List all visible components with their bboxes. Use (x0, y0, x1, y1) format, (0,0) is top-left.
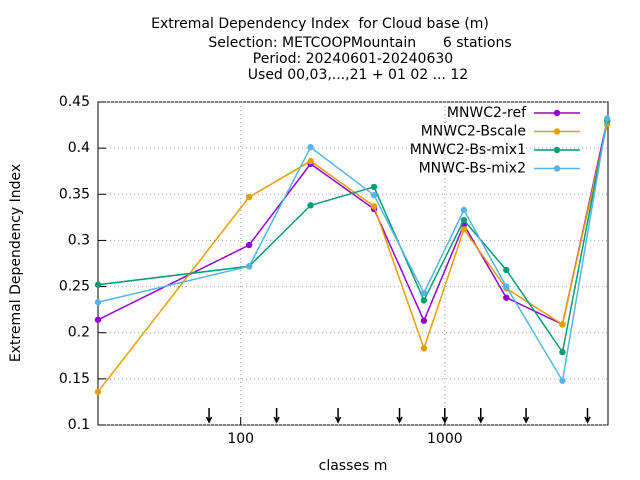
y-tick-label: 0.1 (68, 417, 90, 433)
class-marker (584, 408, 591, 424)
x-axis-label: classes m (319, 458, 388, 474)
legend-label: MNWC2-ref (447, 105, 527, 121)
series-line (97, 120, 608, 355)
y-tick-label: 0.3 (68, 232, 90, 248)
data-point (420, 297, 428, 304)
y-tick-label: 0.25 (59, 279, 90, 295)
class-marker (477, 408, 484, 424)
data-point (245, 193, 253, 201)
data-point (94, 316, 102, 323)
legend-label: MNWC2-Bscale (421, 124, 526, 140)
x-tick-label: 1000 (427, 431, 463, 447)
class-marker (522, 408, 530, 424)
class-marker (273, 408, 280, 424)
data-point (420, 289, 428, 297)
data-point (559, 348, 566, 356)
y-tick-label: 0.35 (59, 186, 90, 202)
data-point (245, 263, 253, 270)
class-marker (205, 408, 213, 424)
class-marker (441, 408, 448, 424)
data-point (94, 388, 102, 395)
class-marker (396, 408, 403, 424)
data-point (307, 157, 314, 165)
y-tick-label: 0.2 (68, 325, 90, 341)
data-point (559, 321, 566, 328)
legend-label: MNWC2-Bs-mix1 (410, 142, 526, 158)
chart-title: Extremal Dependency Index for Cloud base… (151, 16, 489, 32)
y-tick-label: 0.45 (59, 94, 90, 110)
plot-frame (97, 101, 609, 426)
data-point (370, 203, 378, 210)
legend-label: MNWC-Bs-mix2 (419, 161, 526, 177)
y-tick-label: 0.4 (68, 140, 90, 156)
data-point (94, 299, 102, 306)
legend-swatch (553, 109, 561, 117)
data-point (460, 206, 468, 214)
x-tick-label: 100 (227, 431, 254, 447)
y-tick-label: 0.15 (59, 371, 90, 387)
data-point (420, 317, 428, 324)
data-point (503, 283, 510, 290)
class-marker (334, 408, 342, 424)
chart-subtitle: Used 00,03,...,21 + 01 02 ... 12 (248, 67, 468, 83)
data-point (245, 241, 253, 249)
data-point (307, 144, 314, 151)
chart-subtitle: Period: 20240601-20240630 (253, 51, 453, 67)
data-point (370, 192, 378, 199)
data-point (94, 281, 102, 288)
data-point (370, 183, 378, 191)
data-point (420, 345, 428, 352)
series-line (97, 123, 608, 393)
data-point (559, 377, 566, 384)
y-axis-label: Extremal Dependency Index (8, 164, 24, 362)
legend-swatch (553, 146, 561, 154)
data-point (603, 115, 611, 122)
legend-swatch (553, 165, 561, 172)
series-line (97, 118, 608, 383)
data-point (503, 294, 510, 301)
data-point (503, 266, 510, 274)
data-point (460, 226, 468, 233)
data-point (307, 202, 314, 209)
chart-subtitle: Selection: METCOOPMountain 6 stations (208, 35, 511, 51)
legend-swatch (553, 128, 561, 135)
data-point (460, 216, 468, 224)
